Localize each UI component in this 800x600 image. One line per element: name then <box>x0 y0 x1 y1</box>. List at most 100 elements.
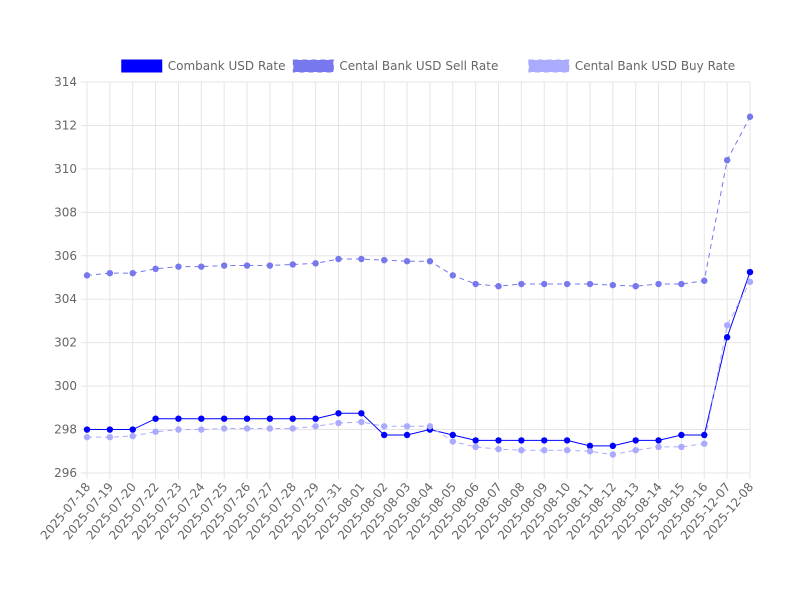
data-point <box>586 280 594 288</box>
data-point <box>106 269 114 277</box>
data-point <box>220 262 228 269</box>
data-point <box>403 258 411 265</box>
series-line-3 <box>87 281 751 456</box>
data-point <box>586 442 594 450</box>
data-point <box>495 282 502 290</box>
legend-label: Cental Bank USD Buy Rate <box>575 59 735 73</box>
data-point <box>449 272 456 279</box>
data-point <box>175 426 182 433</box>
y-tick-label: 304 <box>54 292 77 306</box>
data-point <box>266 425 274 432</box>
data-point <box>83 272 91 279</box>
data-point <box>175 263 182 270</box>
data-point <box>243 425 251 432</box>
y-tick-label: 296 <box>54 466 77 480</box>
data-point <box>152 428 159 435</box>
data-point <box>563 446 571 454</box>
series-line-2 <box>86 116 751 287</box>
data-point <box>723 157 731 164</box>
legend: Combank USD Rate Cental Bank USD Sell Rat… <box>121 59 735 73</box>
data-point <box>243 262 251 269</box>
legend-label: Combank USD Rate <box>168 59 286 73</box>
data-point <box>266 262 274 269</box>
data-point <box>632 282 639 290</box>
data-point <box>609 281 617 289</box>
data-point <box>723 334 731 341</box>
data-point <box>198 263 205 270</box>
data-point <box>472 280 479 288</box>
data-point <box>426 423 434 430</box>
series-line-1 <box>87 271 751 447</box>
data-point <box>541 446 548 454</box>
data-point <box>518 280 525 288</box>
data-point <box>518 446 525 454</box>
data-point <box>495 445 502 453</box>
y-tick-label: 298 <box>54 423 77 437</box>
data-point <box>220 425 228 432</box>
data-point <box>335 419 342 427</box>
data-point <box>472 443 479 451</box>
data-point <box>403 423 411 430</box>
data-point <box>83 426 91 433</box>
y-tick-label: 300 <box>54 379 77 393</box>
data-point <box>655 280 662 288</box>
y-tick-label: 314 <box>54 75 77 89</box>
data-point <box>358 255 365 263</box>
data-point <box>701 431 708 439</box>
data-point <box>701 440 708 447</box>
data-point <box>289 261 296 268</box>
data-point <box>198 426 205 433</box>
data-point <box>381 423 388 430</box>
data-point <box>266 415 274 422</box>
data-point <box>312 260 319 267</box>
data-point <box>312 423 319 430</box>
data-point <box>541 437 548 444</box>
data-point <box>655 437 662 444</box>
data-point <box>175 415 182 422</box>
data-point <box>129 432 136 440</box>
data-point <box>129 269 136 277</box>
data-point <box>632 446 639 454</box>
data-point <box>518 437 525 444</box>
y-tick-label: 306 <box>54 249 77 263</box>
data-point <box>312 415 319 422</box>
data-point <box>746 268 754 276</box>
legend-item-2[interactable]: Cental Bank USD Sell Rate <box>292 59 498 73</box>
data-point <box>220 415 228 422</box>
data-point <box>609 451 617 458</box>
data-point <box>152 415 159 422</box>
data-point <box>678 280 685 288</box>
y-tick-label: 312 <box>54 118 77 132</box>
y-tick-label: 302 <box>54 336 77 350</box>
legend-item-1[interactable]: Combank USD Rate <box>121 59 286 73</box>
data-point <box>358 410 365 417</box>
data-point <box>198 415 205 422</box>
data-point <box>129 426 136 433</box>
data-point <box>152 265 159 273</box>
data-point <box>495 437 502 444</box>
data-point <box>563 280 571 288</box>
data-point <box>563 437 571 444</box>
data-point <box>723 322 731 329</box>
series-points <box>83 113 754 458</box>
legend-item-3[interactable]: Cental Bank USD Buy Rate <box>528 59 735 73</box>
data-point <box>243 415 251 422</box>
data-point <box>678 431 685 439</box>
data-point <box>746 113 754 120</box>
data-point <box>289 415 296 422</box>
data-point <box>655 443 662 451</box>
data-point <box>83 433 91 441</box>
legend-label: Cental Bank USD Sell Rate <box>339 59 498 73</box>
data-point <box>426 258 434 265</box>
axes: 2962983003023043063083103123142025-07-18… <box>38 75 757 542</box>
data-point <box>403 431 411 439</box>
legend-swatch <box>528 59 570 73</box>
data-point <box>678 443 685 451</box>
data-point <box>381 256 388 264</box>
data-point <box>449 438 456 445</box>
series-lines <box>86 116 751 456</box>
data-point <box>586 448 594 455</box>
data-point <box>289 425 296 432</box>
